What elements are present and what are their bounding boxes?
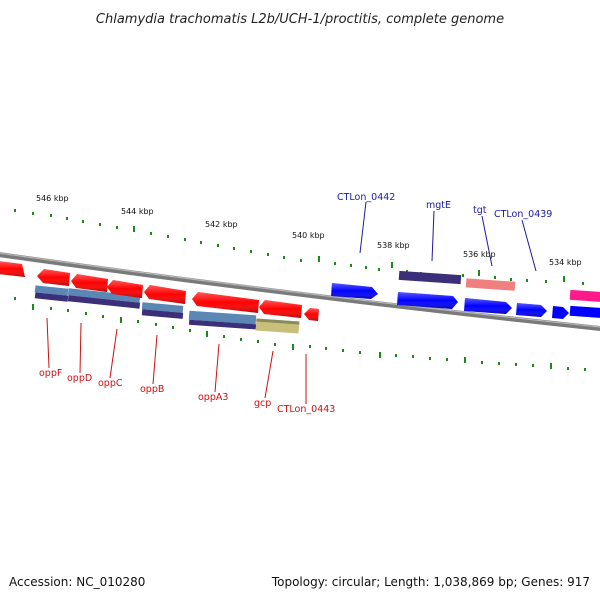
gene-label-oppf: oppF <box>39 368 62 379</box>
gene-label-oppa3: oppA3 <box>198 392 228 403</box>
gene-label-oppc: oppC <box>98 378 123 389</box>
gene-label-ctlon-0442: CTLon_0442 <box>337 192 395 203</box>
gene-label-oppb: oppB <box>140 384 164 395</box>
accession-text: Accession: NC_010280 <box>9 575 146 589</box>
tick-label: 544 kbp <box>121 207 154 216</box>
gene-oppd <box>67 274 141 309</box>
gene-label-ctlon-0439: CTLon_0439 <box>494 209 552 220</box>
tick-label: 534 kbp <box>549 258 582 267</box>
gene-label-gcp: gcp <box>254 398 271 409</box>
gene-mgte <box>397 270 462 309</box>
gene-ctlon-0442 <box>331 283 378 299</box>
gene-label-mgte: mgtE <box>426 200 451 211</box>
forward-gene-labels: CTLon_0442 mgtE tgt CTLon_0439 <box>337 192 552 272</box>
gene-tgt <box>464 278 516 314</box>
gene-label-tgt: tgt <box>473 205 487 216</box>
tick-label: 546 kbp <box>36 194 69 203</box>
gene-edge-left <box>0 261 25 277</box>
genome-backbone <box>0 252 600 331</box>
tick-labels: 546 kbp 544 kbp 542 kbp 540 kbp 538 kbp … <box>36 194 582 267</box>
gene-oppb <box>141 285 186 319</box>
tick-label: 536 kbp <box>463 250 496 259</box>
map-title: Chlamydia trachomatis L2b/UCH-1/proctiti… <box>96 12 504 27</box>
reverse-gene-labels: oppF oppD oppC oppB oppA3 gcp CTLon_0443 <box>39 317 335 415</box>
gene-ctlon-0443 <box>304 308 319 321</box>
gene-gcp <box>255 300 302 334</box>
outer-tick-ring <box>14 209 584 285</box>
inner-tick-ring <box>14 297 586 371</box>
forward-genes <box>331 270 600 319</box>
tick-label: 540 kbp <box>292 231 325 240</box>
gene-label-oppd: oppD <box>67 373 92 384</box>
tick-label: 538 kbp <box>377 241 410 250</box>
gene-next-forward <box>552 289 600 319</box>
reverse-genes <box>0 261 319 334</box>
gene-label-ctlon-0443: CTLon_0443 <box>277 404 335 415</box>
tick-label: 542 kbp <box>205 220 238 229</box>
genome-info-text: Topology: circular; Length: 1,038,869 bp… <box>271 575 590 589</box>
gene-oppc <box>107 280 143 298</box>
gene-oppf <box>34 269 70 302</box>
gene-oppa3 <box>188 292 259 330</box>
gene-ctlon-0439 <box>516 303 547 317</box>
